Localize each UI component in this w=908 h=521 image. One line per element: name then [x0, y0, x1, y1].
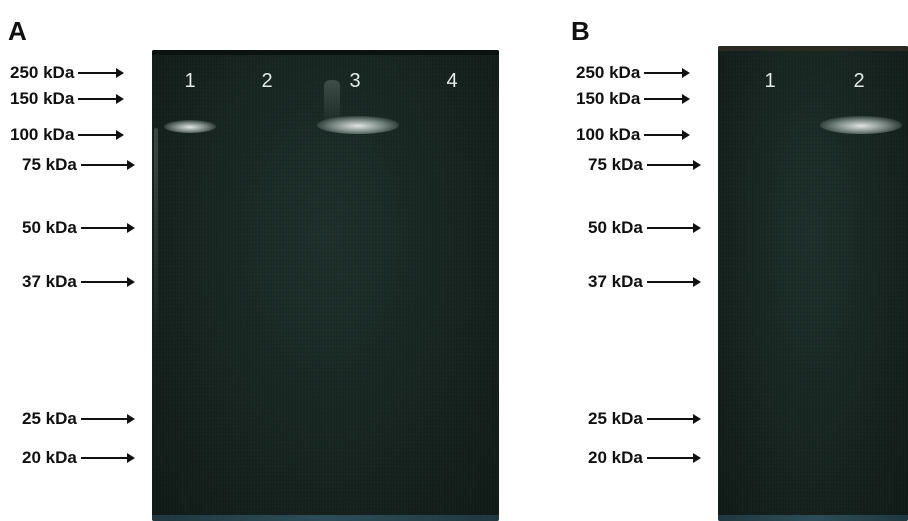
- gel-a-lane-1: 1: [184, 70, 196, 92]
- arrow-icon: [80, 453, 135, 463]
- gel-a-marker-20: 20 kDa: [22, 448, 135, 468]
- gel-a-marker-150: 150 kDa: [10, 89, 125, 109]
- marker-label: 100 kDa: [10, 125, 75, 144]
- marker-label: 37 kDa: [588, 272, 643, 291]
- gel-b: 1 2: [718, 46, 908, 521]
- arrow-icon: [80, 414, 135, 424]
- marker-label: 150 kDa: [10, 89, 75, 108]
- gel-b-marker-250: 250 kDa: [576, 63, 691, 83]
- gel-b-marker-75: 75 kDa: [588, 155, 701, 175]
- gel-a-band-lane-1: [164, 120, 216, 133]
- arrow-icon: [646, 160, 701, 170]
- gel-b-bottom-edge: [718, 515, 908, 521]
- arrow-icon: [78, 68, 125, 78]
- panel-a-letter: A: [8, 16, 27, 46]
- marker-label: 75 kDa: [588, 155, 643, 174]
- gel-b-band-lane-2: [820, 116, 902, 134]
- gel-a-lane-3: 3: [349, 70, 361, 92]
- gel-a-lane-2: 2: [261, 70, 273, 92]
- arrow-icon: [644, 68, 691, 78]
- marker-label: 50 kDa: [588, 218, 643, 237]
- marker-label: 20 kDa: [588, 448, 643, 467]
- gel-a-top-edge: [152, 50, 499, 55]
- gel-a-marker-50: 50 kDa: [22, 218, 135, 238]
- gel-b-marker-150: 150 kDa: [576, 89, 691, 109]
- gel-a-well-smear-lane-3: [324, 80, 340, 125]
- gel-a-marker-250: 250 kDa: [10, 63, 125, 83]
- gel-b-lane-1: 1: [764, 70, 776, 92]
- gel-a: 1 2 3 4: [152, 50, 499, 521]
- arrow-icon: [646, 277, 701, 287]
- gel-a-bottom-edge: [152, 515, 499, 521]
- marker-label: 250 kDa: [10, 63, 75, 82]
- gel-a-marker-25: 25 kDa: [22, 409, 135, 429]
- gel-a-marker-100: 100 kDa: [10, 125, 125, 145]
- panel-b-letter: B: [571, 16, 590, 46]
- marker-label: 50 kDa: [22, 218, 77, 237]
- arrow-icon: [646, 453, 701, 463]
- gel-a-left-edge-streak: [154, 128, 158, 348]
- gel-b-marker-20: 20 kDa: [588, 448, 701, 468]
- marker-label: 37 kDa: [22, 272, 77, 291]
- arrow-icon: [80, 277, 135, 287]
- arrow-icon: [78, 94, 125, 104]
- gel-b-marker-50: 50 kDa: [588, 218, 701, 238]
- arrow-icon: [644, 130, 691, 140]
- arrow-icon: [646, 414, 701, 424]
- marker-label: 100 kDa: [576, 125, 641, 144]
- gel-b-top-edge: [718, 46, 908, 51]
- gel-b-lane-2: 2: [853, 70, 865, 92]
- gel-a-lane-4: 4: [446, 70, 458, 92]
- arrow-icon: [644, 94, 691, 104]
- marker-label: 20 kDa: [22, 448, 77, 467]
- marker-label: 150 kDa: [576, 89, 641, 108]
- marker-label: 25 kDa: [588, 409, 643, 428]
- gel-a-marker-37: 37 kDa: [22, 272, 135, 292]
- gel-a-band-lane-3: [317, 116, 399, 134]
- marker-label: 250 kDa: [576, 63, 641, 82]
- marker-label: 25 kDa: [22, 409, 77, 428]
- arrow-icon: [80, 223, 135, 233]
- marker-label: 75 kDa: [22, 155, 77, 174]
- arrow-icon: [80, 160, 135, 170]
- arrow-icon: [78, 130, 125, 140]
- gel-a-marker-75: 75 kDa: [22, 155, 135, 175]
- gel-b-marker-37: 37 kDa: [588, 272, 701, 292]
- gel-b-marker-100: 100 kDa: [576, 125, 691, 145]
- arrow-icon: [646, 223, 701, 233]
- gel-b-marker-25: 25 kDa: [588, 409, 701, 429]
